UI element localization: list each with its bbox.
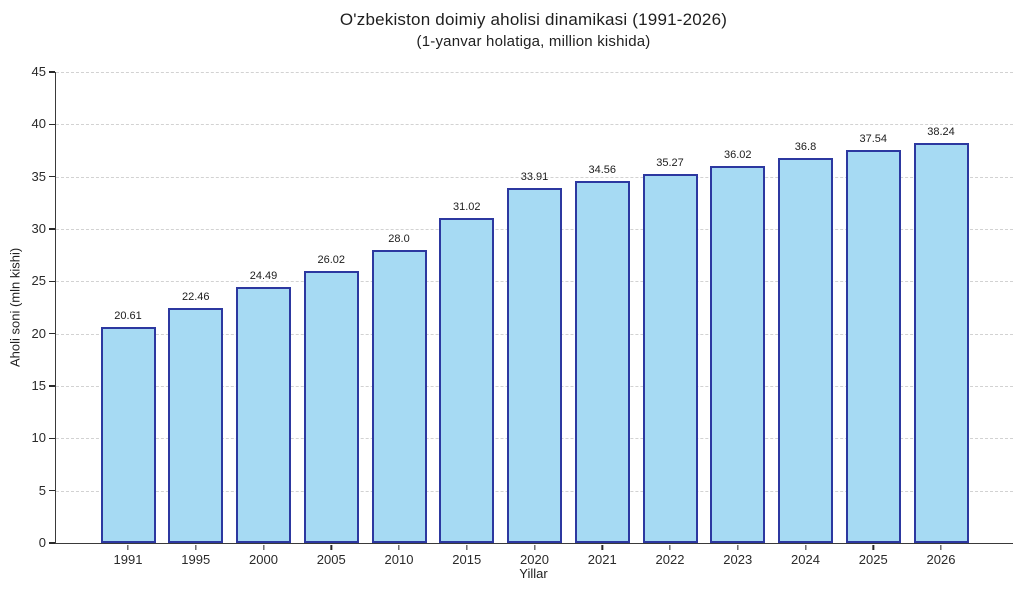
gridline-40 [56, 124, 1013, 126]
chart-subtitle: (1-yanvar holatiga, million kishida) [416, 33, 651, 50]
y-tick-label-20: 20 [31, 325, 46, 341]
y-tick-mark-45 [49, 71, 55, 73]
bar-2010 [371, 249, 427, 543]
x-tick-mark-2025 [872, 544, 874, 550]
bar-2026 [913, 142, 969, 543]
y-tick-mark-25 [49, 280, 55, 282]
x-axis-label: Yillar [519, 566, 548, 581]
y-tick-mark-35 [49, 176, 55, 178]
x-tick-mark-2022 [669, 544, 671, 550]
x-tick-mark-1991 [127, 544, 129, 550]
x-tick-mark-2026 [940, 544, 942, 550]
bar-value-label-2020: 33.91 [520, 171, 549, 184]
bar-2024 [778, 157, 833, 543]
bar-value-label-2022: 35.27 [656, 156, 684, 169]
x-tick-mark-2020 [533, 544, 536, 550]
y-tick-label-40: 40 [31, 116, 46, 132]
x-tick-mark-2005 [330, 544, 332, 550]
x-tick-label-2026: 2026 [926, 552, 956, 567]
bar-value-label-1995: 22.46 [181, 290, 210, 303]
y-tick-label-5: 5 [38, 482, 46, 498]
x-tick-label-2023: 2023 [723, 552, 753, 567]
bar-2022 [642, 173, 698, 543]
x-tick-mark-2000 [262, 544, 265, 550]
x-tick-label-2024: 2024 [791, 552, 820, 567]
chart-title: O'zbekiston doimiy aholisi dinamikasi (1… [339, 10, 728, 29]
y-tick-mark-40 [49, 123, 55, 125]
x-tick-mark-2023 [737, 544, 739, 550]
bar-value-label-2005: 26.02 [317, 253, 346, 266]
bar-2015 [439, 218, 495, 543]
bar-value-label-2023: 36.02 [723, 149, 752, 161]
y-tick-mark-0 [49, 542, 55, 544]
x-tick-label-2022: 2022 [655, 552, 685, 567]
y-axis-label: Aholi soni (mln kishi) [7, 247, 23, 368]
bar-2005 [303, 270, 359, 543]
x-tick-mark-2010 [398, 544, 400, 550]
x-tick-label-2005: 2005 [316, 552, 346, 567]
bar-2020 [507, 188, 562, 543]
gridline-35 [56, 176, 1013, 178]
bar-2023 [710, 166, 766, 543]
x-tick-label-2020: 2020 [520, 552, 549, 567]
y-tick-label-45: 45 [31, 64, 46, 79]
y-tick-mark-20 [49, 333, 55, 335]
x-tick-label-1995: 1995 [181, 552, 211, 567]
y-tick-mark-15 [49, 385, 55, 387]
y-tick-mark-10 [49, 437, 55, 439]
x-tick-label-2025: 2025 [858, 552, 888, 567]
y-tick-label-0: 0 [38, 535, 46, 550]
x-tick-mark-2021 [601, 544, 603, 550]
bar-value-label-2015: 31.02 [452, 201, 481, 214]
x-tick-label-2000: 2000 [249, 552, 278, 567]
bar-2000 [236, 286, 291, 543]
x-tick-label-2021: 2021 [587, 552, 617, 567]
bar-value-label-2000: 24.49 [249, 269, 278, 282]
bar-value-label-2010: 28.0 [388, 232, 410, 245]
x-tick-label-2015: 2015 [452, 552, 482, 567]
y-tick-label-35: 35 [31, 168, 46, 184]
x-tick-label-2010: 2010 [384, 552, 414, 567]
gridline-45 [56, 72, 1013, 73]
bar-value-label-1991: 20.61 [114, 310, 142, 323]
bar-2025 [845, 150, 901, 543]
bar-1995 [168, 307, 224, 543]
plot-area: 20.61 22.46 24.49 26.02 28.0 31.02 33.91 34.56 3… [55, 72, 1013, 567]
x-tick-label-1991: 1991 [113, 552, 143, 567]
x-tick-mark-1995 [195, 544, 197, 550]
y-tick-mark-5 [49, 490, 55, 492]
bar-2021 [574, 181, 630, 543]
bar-value-label-2024: 36.8 [794, 140, 817, 153]
y-tick-label-15: 15 [31, 378, 46, 393]
y-tick-mark-30 [49, 228, 55, 230]
bar-1991 [100, 327, 156, 543]
bar-value-label-2021: 34.56 [588, 164, 617, 177]
y-tick-label-30: 30 [31, 221, 46, 236]
y-tick-label-25: 25 [31, 273, 46, 289]
y-tick-label-10: 10 [31, 430, 46, 446]
bar-value-label-2025: 37.54 [859, 133, 888, 146]
bar-value-label-2026: 38.24 [927, 125, 955, 138]
x-tick-mark-2015 [466, 544, 468, 550]
x-tick-mark-2024 [804, 544, 807, 550]
